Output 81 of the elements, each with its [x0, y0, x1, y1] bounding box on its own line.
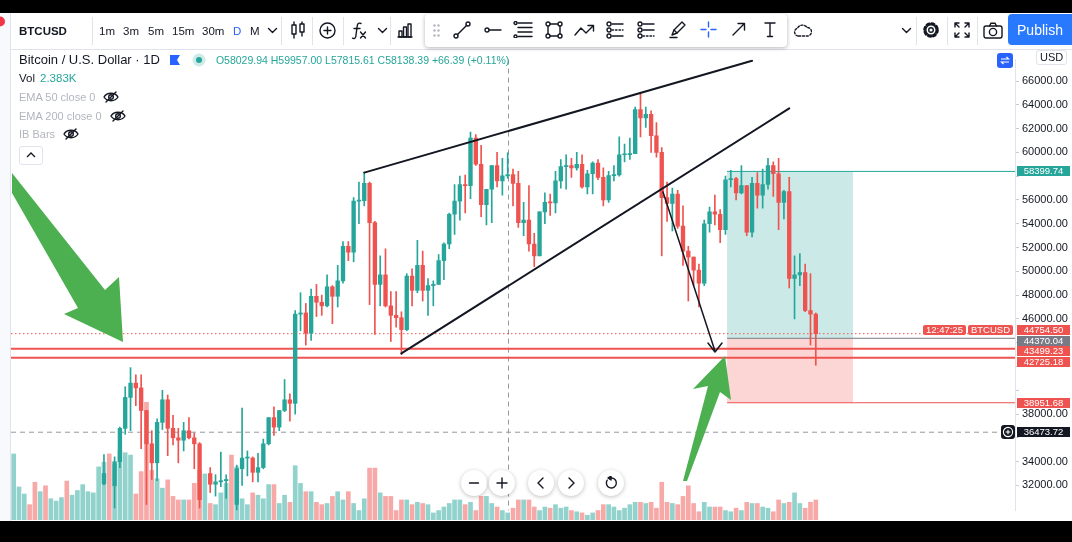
bar	[106, 453, 112, 520]
text: 30m	[202, 24, 225, 39]
ref-line-label: 43499.23	[1017, 345, 1070, 357]
ref-line-label: 44754.50	[1017, 324, 1070, 336]
text: 1m	[99, 24, 115, 39]
y-tick-label: 38000.00	[1022, 407, 1068, 420]
bar	[547, 507, 553, 520]
text: M	[250, 24, 260, 39]
bar	[462, 504, 468, 520]
annotation: IB Bars	[19, 127, 56, 142]
bar	[415, 501, 420, 520]
y-tick-label: 52000.00	[1022, 240, 1068, 253]
candlestick	[218, 451, 224, 487]
bar	[377, 492, 383, 520]
chart-subtitle: O58029.94 H59957.00 L57815.61 C58138.39 +66.39 (+0.11%)	[215, 53, 510, 66]
bar	[638, 501, 643, 520]
candlestick	[287, 393, 293, 422]
bar	[515, 499, 521, 520]
bar	[468, 501, 473, 520]
text: BTCUSD	[19, 24, 67, 39]
bar	[345, 491, 351, 520]
y-tick-label: 46000.00	[1022, 311, 1068, 324]
bar	[165, 479, 171, 520]
text: D	[233, 24, 242, 39]
bar	[574, 511, 580, 520]
annotation: EMA 200 close 0	[19, 109, 102, 124]
bar	[632, 501, 638, 520]
y-tick-label: 48000.00	[1022, 288, 1068, 301]
candlestick	[712, 194, 718, 226]
bar	[37, 491, 43, 520]
annotation: 2.383K	[40, 71, 77, 86]
y-tick-label: 56000.00	[1022, 192, 1068, 205]
annotation: BTCUSD	[967, 324, 1013, 336]
bar	[361, 498, 367, 520]
candlestick	[425, 278, 431, 316]
bar	[600, 504, 606, 520]
y-tick-label: 34000.00	[1022, 454, 1068, 467]
text: USD	[1036, 50, 1068, 65]
annotation: 12:47:25	[922, 324, 966, 336]
annotation: Vol	[19, 71, 35, 86]
y-tick-label: 62000.00	[1022, 121, 1068, 134]
bar	[303, 491, 309, 520]
bar	[335, 491, 341, 520]
candlestick	[378, 255, 383, 307]
bar	[521, 499, 526, 520]
candlestick	[797, 253, 803, 286]
ref-line-label: 38951.68	[1017, 396, 1070, 408]
bar	[744, 501, 750, 520]
bar	[207, 503, 213, 520]
chart-title: Bitcoin / U.S. Dollar · 1D	[19, 52, 160, 67]
ref-line-label: 44370.04	[1017, 334, 1070, 346]
text: 3m	[123, 24, 139, 39]
bar	[404, 499, 410, 520]
y-tick-label: 60000.00	[1022, 145, 1068, 158]
y-tick-label: 50000.00	[1022, 264, 1068, 277]
bar	[181, 499, 186, 520]
candlestick	[463, 174, 468, 214]
bar	[569, 510, 574, 520]
candlestick	[563, 154, 569, 190]
bar	[250, 492, 256, 520]
bar	[64, 480, 70, 520]
bar	[739, 510, 744, 520]
y-tick-label: 32000.00	[1022, 478, 1068, 491]
bar	[330, 496, 335, 520]
ref-line-label: 42725.18	[1017, 355, 1070, 367]
bar	[420, 503, 426, 520]
bar	[755, 503, 760, 520]
bar	[43, 485, 48, 520]
y-tick-label: 66000.00	[1022, 74, 1068, 87]
bar	[717, 506, 723, 520]
text: 5m	[148, 24, 164, 39]
y-tick-label: 64000.00	[1022, 97, 1068, 110]
text: 15m	[172, 24, 195, 39]
y-tick-label: 54000.00	[1022, 216, 1068, 229]
annotation: EMA 50 close 0	[19, 90, 96, 105]
bar	[643, 503, 649, 520]
bar	[670, 503, 675, 520]
bar	[786, 501, 792, 520]
ref-line-label: 58399.74	[1017, 165, 1070, 177]
publish-button: Publish	[1008, 14, 1072, 45]
ref-line-label: 36473.72	[1017, 426, 1070, 438]
